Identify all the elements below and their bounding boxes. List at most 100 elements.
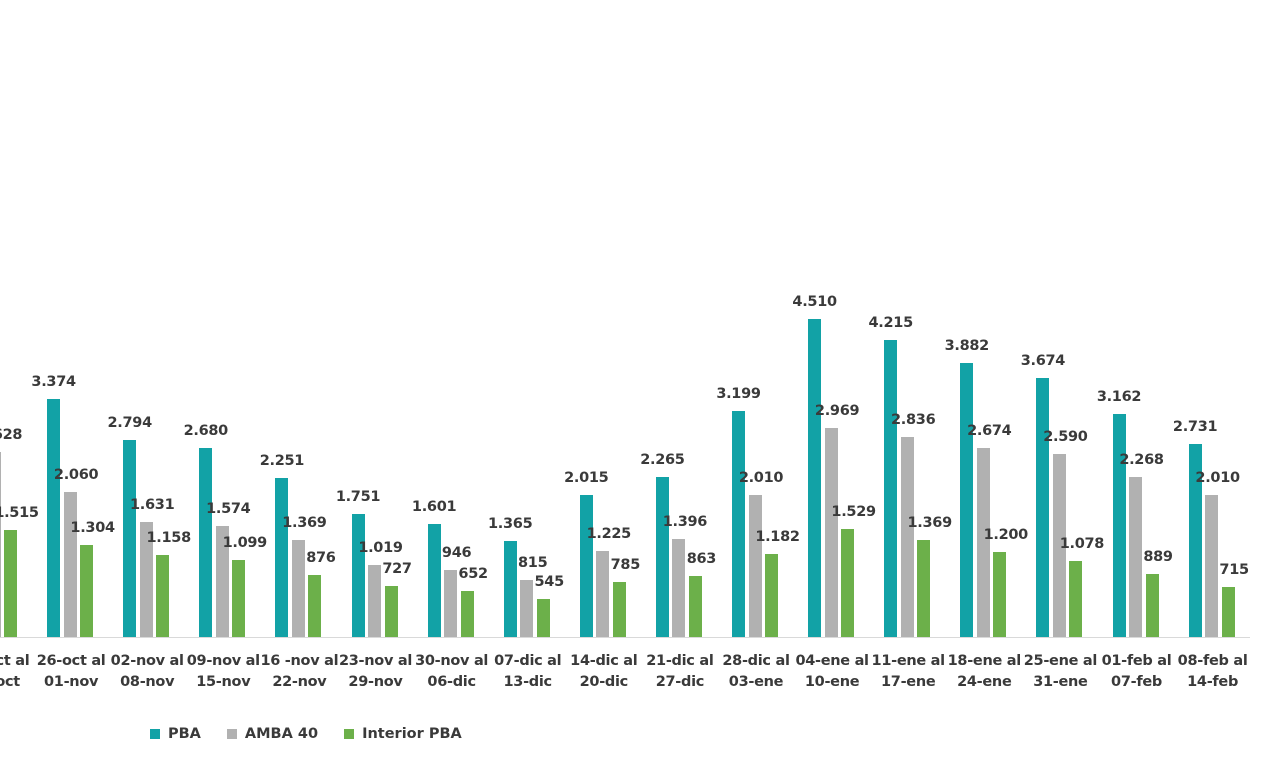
value-label: 2.674 [967, 423, 1012, 440]
bar-pba [1112, 414, 1126, 637]
legend-item-amba: AMBA 40 [226, 726, 319, 742]
value-label: 785 [610, 556, 641, 573]
value-label: 2.590 [1043, 429, 1088, 446]
x-tick-label: 23-nov al 29-nov [338, 653, 413, 690]
value-label: 1.369 [907, 515, 953, 532]
value-label: 1.601 [411, 499, 457, 516]
value-label: 545 [534, 573, 565, 590]
bar-amba-40 [0, 451, 1, 637]
x-tick-label: 14-dic al 20-dic [570, 653, 638, 690]
bar-amba-40 [139, 521, 153, 637]
value-label: 1.078 [1059, 535, 1105, 552]
bar-amba-40 [444, 570, 458, 637]
value-label: 1.099 [222, 534, 268, 551]
x-tick-label: 21-dic al 27-dic [646, 653, 714, 690]
value-label: 1.158 [146, 530, 192, 547]
bar-amba-40 [900, 437, 914, 637]
bar-interior-pba [1145, 574, 1159, 637]
value-label: 1.396 [662, 513, 708, 530]
bar-interior-pba [1221, 586, 1235, 637]
x-tick-label: 18-ene al 24-ene [947, 653, 1022, 690]
bar-interior-pba [460, 591, 474, 637]
bar-amba-40 [748, 495, 762, 637]
legend-swatch-amba [226, 729, 237, 739]
value-label: 946 [441, 545, 472, 562]
value-label: 2.268 [1119, 452, 1164, 469]
bar-pba [808, 319, 822, 637]
value-label: 1.365 [488, 515, 533, 532]
value-label: 1.019 [358, 540, 403, 557]
x-tick-label: 19-oct al 25-oct [0, 653, 30, 690]
value-label: 3.199 [716, 386, 761, 403]
bar-pba [960, 363, 974, 637]
legend-label-amba: AMBA 40 [244, 726, 319, 742]
bar-amba-40 [291, 540, 305, 637]
value-label: 1.751 [335, 488, 381, 505]
x-tick-label: 02-nov al 08-nov [110, 653, 184, 690]
value-label: 876 [306, 550, 336, 567]
bar-amba-40 [215, 526, 229, 637]
bar-pba [123, 439, 137, 637]
legend: PBA AMBA 40 Interior PBA [150, 726, 462, 742]
value-label: 2.015 [564, 469, 609, 486]
x-tick-label: 08-feb al 14-feb [1177, 653, 1248, 690]
bar-pba [503, 540, 517, 637]
value-label: 3.162 [1096, 389, 1142, 406]
bar-interior-pba [156, 555, 170, 637]
bar-pba [1036, 377, 1050, 637]
bar-interior-pba [80, 545, 94, 637]
value-label: 2.010 [1195, 470, 1240, 487]
value-label: 1.200 [983, 527, 1029, 544]
bar-pba [47, 399, 61, 637]
value-label: 2.060 [53, 466, 99, 483]
bar-interior-pba [384, 585, 398, 637]
value-label: 815 [518, 554, 548, 571]
x-tick-label: 01-feb al 07-feb [1101, 653, 1172, 690]
x-tick-label: 25-ene al 31-ene [1023, 653, 1098, 690]
bar-interior-pba [917, 540, 931, 637]
bar-pba [732, 411, 745, 637]
value-label: 2.628 [0, 426, 23, 443]
value-label: 2.731 [1172, 419, 1218, 436]
value-label: 2.251 [259, 453, 305, 470]
value-label: 1.631 [130, 496, 175, 513]
value-label: 2.265 [640, 452, 685, 469]
x-axis-line [0, 637, 1250, 638]
value-label: 652 [458, 566, 488, 583]
value-label: 863 [686, 551, 717, 568]
x-tick-label: 26-oct al 01-nov [36, 653, 106, 690]
legend-item-interior: Interior PBA [344, 726, 462, 742]
value-label: 1.515 [0, 505, 39, 522]
value-label: 1.304 [70, 520, 115, 537]
value-label: 2.969 [814, 402, 860, 419]
value-label: 1.529 [831, 504, 876, 521]
x-tick-label: 16 -nov al 22-nov [260, 653, 339, 690]
value-label: 3.882 [944, 338, 990, 355]
bar-interior-pba [536, 598, 550, 637]
x-tick-label: 07-dic al 13-dic [494, 653, 562, 690]
value-label: 4.510 [792, 294, 837, 310]
value-label: 715 [1219, 561, 1249, 578]
bar-interior-pba [765, 553, 778, 637]
bar-pba [427, 524, 441, 637]
bar-interior-pba [841, 529, 855, 637]
bar-amba-40 [63, 491, 77, 637]
bar-interior-pba [1069, 560, 1083, 637]
legend-label-interior: Interior PBA [362, 726, 462, 742]
x-tick-label: 04-ene al 10-ene [795, 653, 869, 690]
x-tick-label: 30-nov al 06-dic [415, 653, 489, 690]
bar-amba-40 [976, 448, 990, 637]
bar-pba [579, 494, 593, 637]
bar-interior-pba [4, 530, 17, 637]
bar-interior-pba [688, 576, 702, 637]
value-label: 1.369 [282, 515, 327, 532]
x-tick-label: 11-ene al 17-ene [871, 653, 946, 690]
bar-interior-pba [993, 552, 1007, 637]
bar-pba [351, 513, 365, 637]
x-tick-label: 28-dic al 03-ene [722, 653, 790, 690]
value-label: 2.680 [183, 423, 229, 440]
x-tick-label: 09-nov al 15-nov [186, 653, 260, 690]
value-label: 889 [1143, 549, 1173, 566]
bar-amba-40 [1205, 495, 1219, 637]
bar-pba [884, 339, 898, 637]
